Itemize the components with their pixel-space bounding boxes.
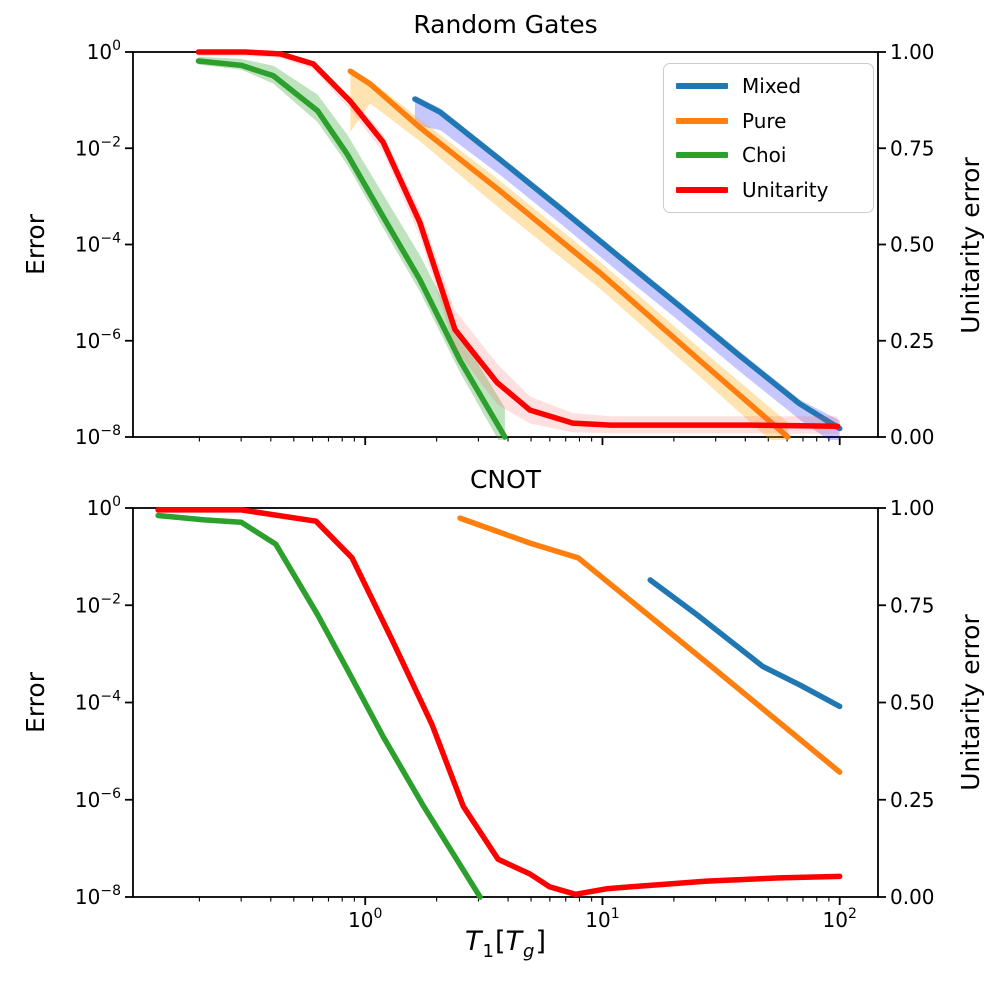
bottom-plot-title: CNOT bbox=[469, 465, 542, 494]
legend-label-mixed: Mixed bbox=[742, 74, 802, 99]
series-group-plot-0 bbox=[195, 49, 843, 440]
y-right-tick-label: 0.75 bbox=[890, 136, 935, 160]
xlabel-close-bracket: ] bbox=[535, 926, 546, 957]
unitarity-error-label: Unitarity error bbox=[955, 156, 985, 334]
choi-line-swatch bbox=[676, 152, 728, 159]
xlabel-sub1: 1 bbox=[482, 941, 494, 962]
y-left-tick-label: 100 bbox=[87, 494, 121, 520]
legend-label-choi: Choi bbox=[742, 143, 787, 168]
series-line-unitarity bbox=[155, 507, 843, 898]
series-line-pure bbox=[347, 68, 791, 440]
y-right-tick-label: 0.50 bbox=[890, 233, 935, 257]
y-right-tick-label: 0.00 bbox=[890, 885, 935, 909]
series-line-unitarity bbox=[195, 49, 841, 429]
y-left-tick-label: 10−4 bbox=[75, 689, 121, 715]
y-right-tick-label: 0.75 bbox=[890, 593, 935, 617]
xlabel-open-bracket: [ bbox=[494, 926, 506, 957]
top-right-axis-label: Unitarity error bbox=[943, 95, 997, 395]
plot-spines bbox=[132, 507, 879, 898]
y-right-tick-label: 1.00 bbox=[890, 496, 935, 520]
axes-plot-1: 100 101 102 100 10−2 10−4 10−6 10−8 1.00 0.75 0.50… bbox=[75, 494, 935, 932]
y-right-tick-label: 0.50 bbox=[890, 691, 935, 715]
series-group-plot-1 bbox=[155, 507, 843, 900]
legend-item-pure: Pure bbox=[664, 109, 873, 133]
y-left-tick-label: 10−6 bbox=[75, 786, 121, 812]
y-left-tick-label: 10−4 bbox=[75, 231, 121, 257]
xlabel-subg: g bbox=[523, 941, 535, 962]
x-axis-label: T1[Tg] bbox=[133, 926, 878, 962]
bottom-left-axis-label: Error bbox=[8, 627, 62, 777]
mixed-line-swatch bbox=[676, 83, 728, 90]
legend-label-unitarity: Unitarity bbox=[742, 177, 829, 202]
y-left-tick-label: 10−8 bbox=[75, 423, 121, 449]
pure-line-swatch bbox=[676, 117, 728, 124]
top-plot-title: Random Gates bbox=[413, 10, 598, 39]
legend-label-pure: Pure bbox=[742, 108, 787, 133]
y-left-tick-label: 10−8 bbox=[75, 883, 121, 909]
y-left-tick-label: 10−2 bbox=[75, 134, 121, 160]
series-line-pure bbox=[457, 515, 843, 775]
series-line-choi bbox=[195, 58, 508, 440]
legend: Mixed Pure Choi Unitarity bbox=[663, 63, 874, 213]
y-right-tick-label: 0.00 bbox=[890, 425, 935, 449]
unitarity-line-swatch bbox=[676, 186, 728, 193]
y-right-tick-label: 1.00 bbox=[890, 40, 935, 64]
y-left-tick-label: 100 bbox=[87, 38, 121, 64]
top-left-axis-label: Error bbox=[8, 169, 62, 319]
xlabel-T2: T bbox=[505, 926, 523, 957]
error-label: Error bbox=[20, 213, 50, 275]
y-left-tick-label: 10−2 bbox=[75, 591, 121, 617]
bottom-right-axis-label: Unitarity error bbox=[943, 552, 997, 852]
x-tick-label: 100 bbox=[348, 906, 382, 932]
legend-item-unitarity: Unitarity bbox=[664, 178, 873, 202]
series-line-choi bbox=[155, 512, 483, 900]
x-tick-label: 101 bbox=[585, 906, 619, 932]
legend-item-mixed: Mixed bbox=[664, 74, 873, 98]
legend-item-choi: Choi bbox=[664, 143, 873, 167]
error-label: Error bbox=[20, 671, 50, 733]
xlabel-T1: T bbox=[465, 926, 482, 957]
series-line-mixed bbox=[412, 96, 843, 432]
y-right-tick-label: 0.25 bbox=[890, 329, 935, 353]
unitarity-error-label: Unitarity error bbox=[955, 613, 985, 791]
y-left-tick-label: 10−6 bbox=[75, 327, 121, 353]
series-line-mixed bbox=[647, 577, 843, 710]
y-right-tick-label: 0.25 bbox=[890, 788, 935, 812]
x-tick-label: 102 bbox=[823, 906, 857, 932]
